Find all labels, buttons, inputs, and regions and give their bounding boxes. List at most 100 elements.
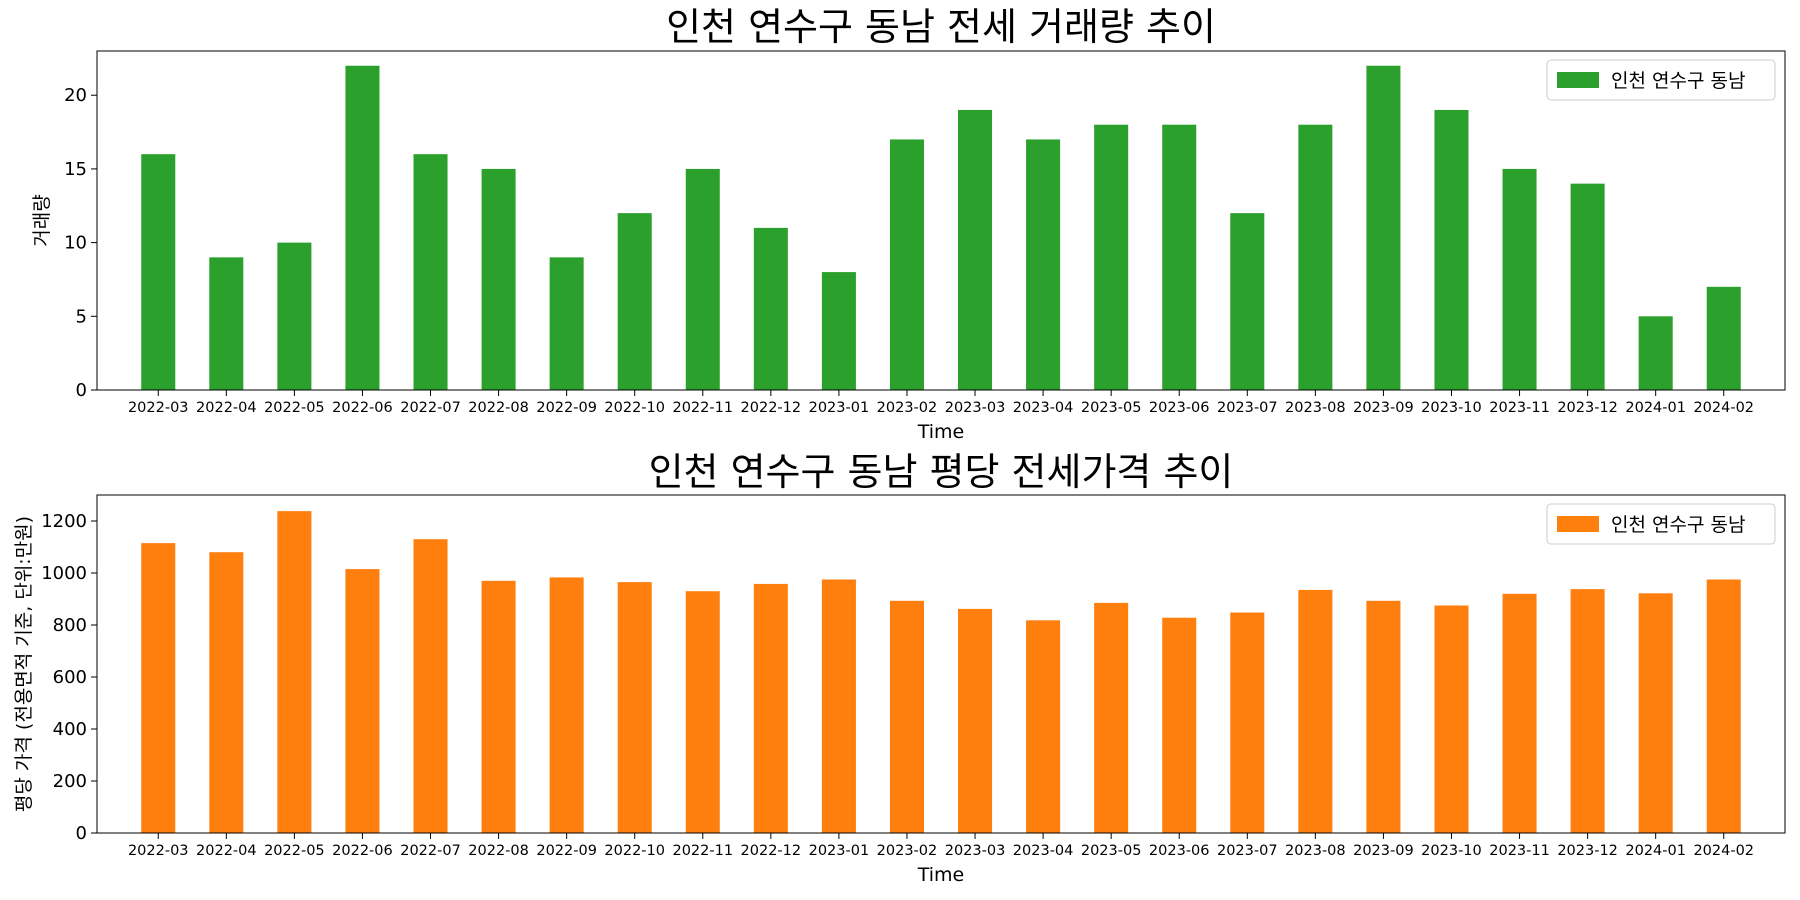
x-axis-label: Time — [917, 421, 965, 443]
bar-2023-04 — [1026, 620, 1061, 833]
x-tick-label: 2023-03 — [945, 843, 1006, 859]
x-tick-label: 2022-12 — [741, 843, 802, 859]
bar-2022-11 — [685, 591, 720, 833]
x-tick-label: 2023-05 — [1081, 400, 1142, 416]
y-axis-label: 평당 가격 (전용면적 기준, 단위:만원) — [13, 516, 35, 812]
bar-2022-09 — [549, 577, 584, 833]
x-tick-label: 2022-04 — [196, 843, 257, 859]
bar-2023-03 — [958, 109, 993, 391]
x-tick-label: 2022-10 — [604, 400, 665, 416]
x-tick-label: 2022-03 — [128, 843, 189, 859]
x-tick-label: 2022-09 — [536, 400, 597, 416]
x-tick-label: 2023-08 — [1285, 843, 1346, 859]
x-tick-label: 2023-07 — [1217, 400, 1278, 416]
bar-2023-02 — [889, 600, 924, 833]
bar-2022-03 — [141, 543, 176, 833]
x-tick-label: 2022-06 — [332, 843, 393, 859]
bar-2022-10 — [617, 213, 652, 390]
y-tick-label: 400 — [53, 719, 87, 740]
x-tick-label: 2022-08 — [468, 843, 529, 859]
x-tick-label: 2023-07 — [1217, 843, 1278, 859]
x-tick-label: 2023-09 — [1353, 400, 1414, 416]
x-tick-label: 2023-06 — [1149, 400, 1210, 416]
legend-label: 인천 연수구 동남 — [1611, 514, 1745, 536]
x-tick-label: 2024-01 — [1625, 400, 1686, 416]
bar-2023-09 — [1366, 600, 1401, 833]
legend-label: 인천 연수구 동남 — [1611, 70, 1745, 92]
bar-2023-11 — [1502, 593, 1537, 833]
x-tick-label: 2023-02 — [877, 400, 938, 416]
bar-2023-09 — [1366, 65, 1401, 390]
bar-2022-11 — [685, 168, 720, 390]
y-tick-label: 10 — [64, 233, 87, 254]
x-tick-label: 2023-09 — [1353, 843, 1414, 859]
bar-2023-03 — [958, 608, 993, 833]
bar-2023-06 — [1162, 124, 1197, 391]
bar-2023-11 — [1502, 168, 1537, 390]
bar-2022-04 — [209, 552, 244, 833]
legend-box — [1546, 503, 1776, 545]
bar-2022-12 — [753, 227, 788, 390]
bar-2023-05 — [1094, 124, 1129, 391]
bar-2022-07 — [413, 154, 448, 390]
bar-2023-01 — [821, 272, 856, 390]
plot-frame — [96, 50, 1786, 391]
y-tick-label: 800 — [53, 615, 87, 636]
bar-2023-02 — [889, 139, 924, 390]
x-tick-label: 2023-04 — [1013, 843, 1074, 859]
chart-title: 인천 연수구 동남 평당 전세가격 추이 — [649, 450, 1234, 494]
bar-2023-10 — [1434, 605, 1469, 833]
x-tick-label: 2024-02 — [1693, 843, 1754, 859]
x-tick-label: 2022-04 — [196, 400, 257, 416]
bar-2022-10 — [617, 582, 652, 833]
x-tick-label: 2023-04 — [1013, 400, 1074, 416]
y-axis-label: 거래량 — [31, 194, 53, 246]
legend-swatch — [1557, 72, 1599, 88]
bar-2022-04 — [209, 257, 244, 390]
x-tick-label: 2023-11 — [1489, 400, 1550, 416]
bar-2023-07 — [1230, 612, 1265, 833]
x-tick-label: 2023-12 — [1557, 400, 1618, 416]
x-tick-label: 2023-12 — [1557, 843, 1618, 859]
bar-2023-12 — [1570, 183, 1605, 390]
bar-2022-08 — [481, 168, 516, 390]
x-tick-label: 2022-05 — [264, 843, 325, 859]
bar-2024-01 — [1638, 316, 1673, 390]
bar-2022-05 — [277, 511, 312, 833]
plot-frame — [96, 494, 1786, 834]
bar-2022-07 — [413, 539, 448, 833]
bar-2023-06 — [1162, 617, 1197, 833]
x-tick-label: 2023-06 — [1149, 843, 1210, 859]
x-tick-label: 2022-11 — [672, 400, 733, 416]
y-tick-label: 1200 — [41, 511, 87, 532]
bar-2023-01 — [821, 579, 856, 833]
x-tick-label: 2023-02 — [877, 843, 938, 859]
x-tick-label: 2023-01 — [809, 843, 870, 859]
chart-title: 인천 연수구 동남 전세 거래량 추이 — [666, 5, 1216, 49]
bar-2024-02 — [1706, 286, 1741, 390]
x-tick-label: 2022-12 — [741, 400, 802, 416]
bar-2023-08 — [1298, 124, 1333, 391]
y-tick-label: 0 — [76, 823, 87, 844]
bar-2023-04 — [1026, 139, 1061, 390]
bar-2023-10 — [1434, 109, 1469, 391]
y-tick-label: 0 — [76, 380, 87, 401]
y-tick-label: 5 — [76, 306, 87, 327]
x-tick-label: 2023-01 — [809, 400, 870, 416]
bar-2022-06 — [345, 65, 380, 390]
x-tick-label: 2022-03 — [128, 400, 189, 416]
x-tick-label: 2023-10 — [1421, 843, 1482, 859]
y-tick-label: 20 — [64, 85, 87, 106]
bar-2023-12 — [1570, 589, 1605, 833]
bar-2022-08 — [481, 580, 516, 833]
bar-2023-05 — [1094, 602, 1129, 833]
legend-swatch — [1557, 516, 1599, 532]
bar-2023-08 — [1298, 589, 1333, 833]
x-tick-label: 2023-08 — [1285, 400, 1346, 416]
bar-2024-01 — [1638, 593, 1673, 833]
bar-2022-06 — [345, 569, 380, 833]
x-tick-label: 2022-10 — [604, 843, 665, 859]
x-tick-label: 2022-09 — [536, 843, 597, 859]
bar-2024-02 — [1706, 579, 1741, 833]
y-tick-label: 1000 — [41, 563, 87, 584]
